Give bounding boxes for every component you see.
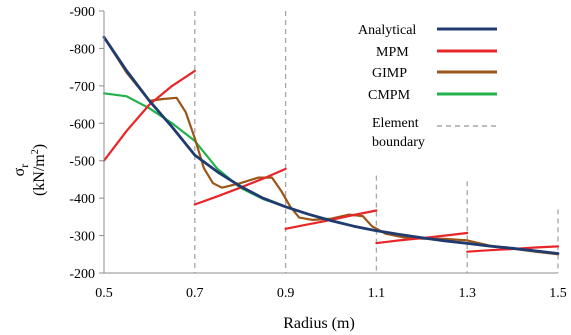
legend-item-mpm: MPM [376,45,497,60]
y-tick-label: -600 [69,117,95,132]
x-tick-label: 0.7 [186,286,204,301]
legend: Analytical MPM GIMP CMPM Element boundar… [358,23,497,150]
series-line-gimp [102,36,560,256]
svg-text:σr: σr [11,164,31,177]
legend-label-element-boundary: Element boundary [372,116,425,150]
x-tick-label: 1.3 [458,286,476,301]
y-tick-label: -900 [69,5,95,20]
y-tick-label: -700 [69,80,95,95]
svg-text:(kN/m2): (kN/m2) [30,144,48,196]
x-axis-title: Radius (m) [283,315,355,332]
y-axis-units-close: ) [31,144,48,149]
series-line-mpm-segment [102,69,196,162]
y-axis-units-power: 2 [30,149,41,154]
legend-label-gimp: GIMP [372,66,407,81]
y-tick-label: -300 [69,230,95,245]
x-axis-ticks: 0.5 0.7 0.9 1.1 1.3 1.5 [95,286,567,301]
series-line-analytical [102,35,560,255]
legend-item-gimp: GIMP [372,66,497,81]
y-axis-units-open: (kN/m [31,154,48,196]
legend-label-mpm: MPM [376,45,409,60]
x-tick-label: 1.1 [368,286,386,301]
y-axis-ticks: -200 -300 -400 -500 -600 -700 -800 -900 [69,5,104,282]
legend-item-element-boundary: Element boundary [372,116,497,150]
legend-label-element-boundary-line-1: Element [372,116,419,131]
x-tick-label: 0.5 [95,286,113,301]
legend-label-analytical: Analytical [358,23,416,38]
y-tick-label: -200 [69,267,95,282]
y-axis-symbol: σ [11,167,28,176]
legend-item-cmpm: CMPM [368,88,497,103]
legend-item-analytical: Analytical [358,23,497,38]
series-line-cmpm [102,92,560,255]
legend-label-element-boundary-line-2: boundary [372,135,425,150]
y-tick-label: -800 [69,42,95,57]
axes: -200-300-400-500-600-700-800-900 0.5 0.7 0… [69,5,566,301]
y-tick-label: -500 [69,155,95,170]
legend-label-cmpm: CMPM [368,88,411,103]
y-tick-label: -400 [69,192,95,207]
y-axis-title: σr (kN/m2) [11,144,48,196]
x-tick-label: 1.5 [549,286,567,301]
y-axis-subscript: r [17,164,31,168]
data-series [102,35,560,256]
x-tick-label: 0.9 [277,286,295,301]
